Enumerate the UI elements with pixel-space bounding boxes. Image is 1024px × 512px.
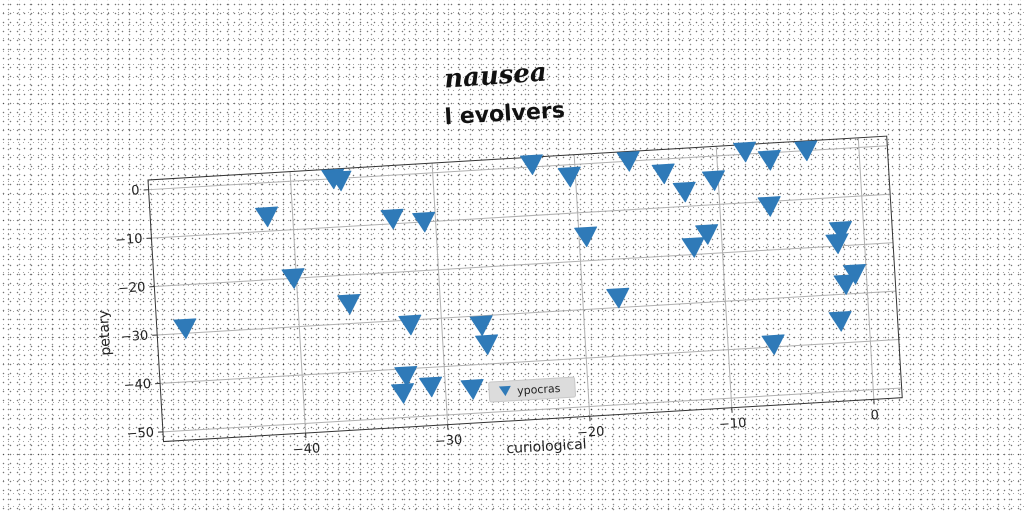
data-point-marker — [833, 274, 857, 295]
data-point-marker — [701, 170, 725, 191]
data-point-marker — [794, 140, 818, 162]
data-point-marker — [281, 268, 305, 289]
data-point-marker — [574, 226, 598, 248]
ticks: −40 −30 −20 −10 0 0 −10 −20 −30 −40 −50 — [115, 183, 880, 458]
data-point-marker — [651, 163, 675, 185]
data-point-marker — [757, 149, 781, 171]
data-point-marker — [825, 233, 849, 255]
x-axis-label: curiological — [506, 436, 587, 457]
legend-marker-icon — [498, 385, 511, 397]
data-point-marker — [695, 224, 719, 245]
data-point-marker — [519, 154, 543, 175]
data-point-marker — [391, 383, 414, 404]
data-point-marker — [328, 170, 352, 192]
data-point-marker — [829, 221, 852, 242]
data-point-marker — [380, 208, 404, 230]
chart-title: l evolvers — [444, 98, 566, 130]
legend-box — [488, 376, 577, 403]
data-point-marker — [681, 237, 705, 258]
data-point-marker — [398, 314, 422, 336]
x-tick-label: −20 — [577, 424, 605, 441]
y-gridline — [162, 387, 902, 433]
x-tick-label: 0 — [870, 408, 879, 423]
data-point-marker — [757, 196, 781, 217]
data-point-marker — [460, 379, 484, 400]
x-tick-label: −10 — [719, 416, 747, 433]
data-point-marker — [412, 211, 436, 233]
figure-super-title: nausea — [443, 57, 548, 94]
y-tick-label: 0 — [131, 183, 140, 198]
y-tick-label: −30 — [120, 329, 148, 346]
data-point-marker — [672, 181, 696, 203]
data-point-marker — [419, 376, 443, 398]
y-gridline — [160, 339, 899, 384]
y-tick-label: −40 — [123, 377, 151, 394]
data-point-marker — [616, 151, 640, 172]
y-tick-label: −50 — [126, 425, 154, 442]
y-tick-label: −20 — [118, 280, 146, 297]
y-gridline — [154, 242, 894, 288]
x-gridline — [573, 154, 591, 417]
x-tick-label: −30 — [434, 433, 462, 450]
y-gridline — [157, 290, 896, 336]
data-point-marker — [606, 287, 630, 309]
data-point-marker — [394, 365, 418, 387]
data-markers — [173, 140, 866, 404]
data-point-marker — [337, 293, 361, 315]
x-gridline — [289, 171, 307, 434]
data-point-marker — [733, 141, 757, 163]
y-tick-label: −10 — [115, 232, 143, 249]
y-axis-label: petary — [96, 310, 115, 356]
data-point-marker — [255, 206, 279, 228]
plot-frame — [147, 135, 903, 443]
plot-area: l evolvers −40 −30 −20 −10 0 0 −10 −20 −30 −40 −50… — [96, 98, 903, 458]
data-point-marker — [557, 166, 581, 188]
x-gridline — [431, 163, 449, 425]
x-tick-label: −40 — [292, 441, 320, 458]
data-point-marker — [761, 334, 785, 356]
legend-label: ypocras — [517, 382, 561, 398]
x-gridline — [857, 137, 875, 400]
data-point-marker — [475, 334, 499, 356]
x-gridline — [715, 146, 733, 408]
data-point-marker — [828, 310, 852, 332]
data-point-marker — [469, 315, 493, 336]
data-point-marker — [173, 318, 197, 339]
legend: ypocras — [488, 376, 577, 403]
